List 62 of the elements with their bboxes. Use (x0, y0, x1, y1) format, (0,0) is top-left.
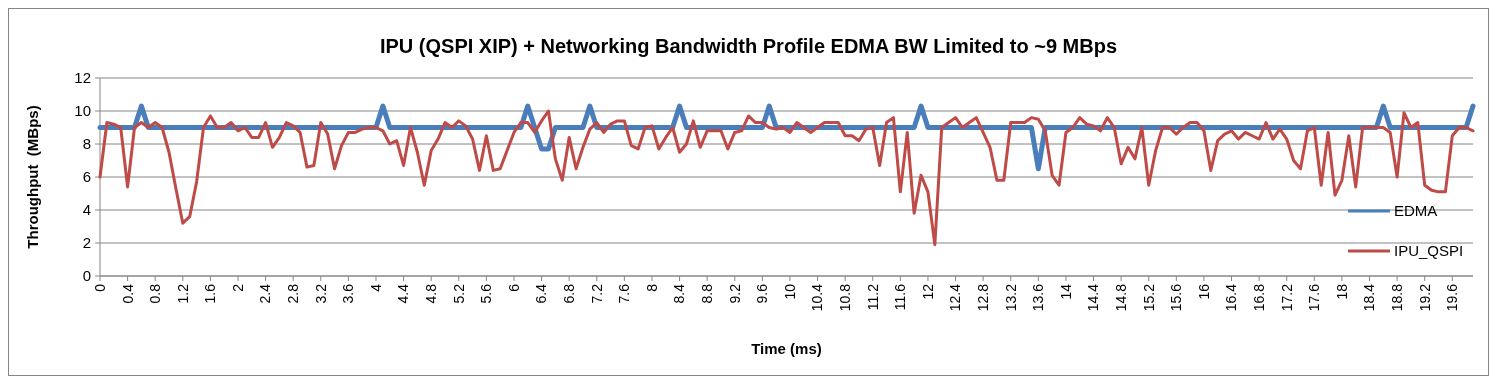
x-tick-label: 5.2 (450, 283, 467, 304)
x-tick-label: 5.6 (478, 283, 495, 304)
x-tick-label: 0 (91, 283, 108, 292)
x-tick-label: 11.6 (892, 283, 909, 311)
y-axis-title: Throughput (MBps) (24, 105, 41, 249)
x-tick-label: 10 (781, 283, 798, 300)
x-tick-label: 8 (643, 283, 660, 292)
x-tick-label: 2.4 (257, 283, 274, 304)
y-tick-label: 2 (82, 234, 91, 252)
x-tick-label: 10.4 (809, 283, 826, 312)
x-tick-label: 12.8 (975, 283, 992, 312)
x-tick-label: 9.6 (754, 283, 771, 304)
x-tick-label: 8.8 (699, 283, 716, 304)
legend-label: EDMA (1394, 202, 1438, 220)
y-tick-label: 8 (82, 135, 91, 153)
y-tick-label: 10 (74, 102, 91, 120)
x-axis-title: Time (ms) (751, 340, 822, 357)
x-tick-label: 14.4 (1085, 283, 1102, 312)
x-tick-label: 19.2 (1416, 283, 1433, 312)
y-tick-label: 12 (74, 69, 91, 87)
x-tick-label: 8.4 (671, 283, 688, 304)
x-tick-label: 16 (1195, 283, 1212, 300)
x-tick-label: 12.4 (947, 283, 964, 312)
x-tick-label: 10.8 (837, 283, 854, 312)
x-tick-label: 2.8 (285, 283, 302, 304)
x-tick-label: 7.2 (588, 283, 605, 304)
x-tick-label: 2 (229, 283, 246, 292)
line-series (98, 109, 1475, 247)
x-tick-label: 4.4 (395, 283, 412, 304)
x-tick-label: 3.6 (340, 283, 357, 304)
x-tick-label: 12 (919, 283, 936, 300)
x-tick-label: 0.8 (147, 283, 164, 304)
y-tick-label: 4 (82, 201, 91, 219)
x-tick-label: 4 (367, 283, 384, 292)
x-tick-label: 18.4 (1361, 283, 1378, 312)
x-tick-label: 9.2 (726, 283, 743, 304)
x-tick-label: 1.2 (174, 283, 191, 304)
x-tick-label: 14.8 (1113, 283, 1130, 312)
x-tick-label: 13.2 (1002, 283, 1019, 312)
x-tick-label: 16.4 (1223, 283, 1240, 312)
x-tick-label: 17.6 (1306, 283, 1323, 312)
chart-title: IPU (QSPI XIP) + Networking Bandwidth Profile EDMA BW Limited to ~9 MBps (379, 35, 1118, 57)
x-tick-label: 15.6 (1168, 283, 1185, 312)
x-tick-label: 18.8 (1389, 283, 1406, 312)
y-tick-label: 6 (82, 168, 91, 186)
x-tick-label: 17.2 (1278, 283, 1295, 312)
x-tick-label: 4.8 (423, 283, 440, 304)
x-tick-label: 6 (505, 283, 522, 292)
x-tick-label: 6.8 (561, 283, 578, 304)
x-tick-label: 1.6 (202, 283, 219, 304)
x-tick-label: 19.6 (1444, 283, 1461, 312)
x-tick-label: 15.2 (1140, 283, 1157, 312)
x-tick-label: 0.4 (119, 283, 136, 304)
x-tick-label: 18 (1333, 283, 1350, 300)
x-tick-label: 7.6 (616, 283, 633, 304)
x-tick-label: 3.2 (312, 283, 329, 304)
x-tick-label: 16.8 (1251, 283, 1268, 312)
legend-label: IPU_QSPI (1394, 242, 1464, 260)
x-tick-label: 6.4 (533, 283, 550, 304)
x-tick-label: 14 (1057, 283, 1074, 300)
x-tick-label: 11.2 (864, 283, 881, 311)
x-tick-label: 13.6 (1030, 283, 1047, 312)
